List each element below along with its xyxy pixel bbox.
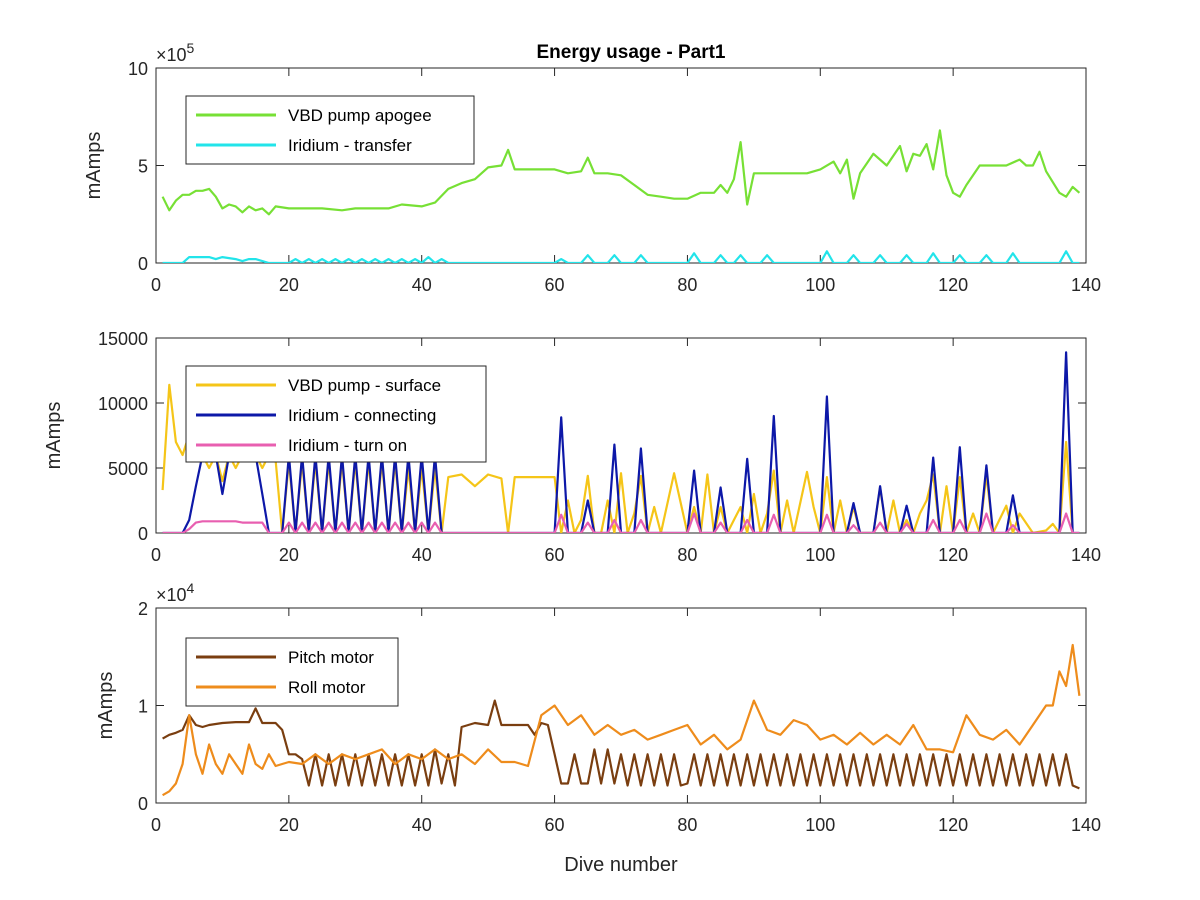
y-exponent-base: ×10 — [156, 45, 187, 65]
series-line-roll-motor — [162, 643, 1081, 797]
y-axis-label: mAmps — [43, 402, 65, 470]
y-exponent-label: ×105 — [156, 40, 195, 65]
legend-entry: Iridium - transfer — [288, 136, 412, 155]
y-exponent-label: ×104 — [156, 580, 195, 605]
x-tick-label: 140 — [1071, 545, 1101, 565]
x-tick-label: 0 — [151, 545, 161, 565]
series-line-iridium-connecting — [162, 351, 1080, 533]
series-line-vbd-pump-apogee — [161, 129, 1081, 216]
y-axis-label: mAmps — [83, 132, 105, 200]
x-tick-label: 100 — [805, 545, 835, 565]
y-tick-label: 0 — [138, 254, 148, 274]
legend: Pitch motor Roll motor — [185, 637, 399, 707]
y-tick-label: 10 — [128, 59, 148, 79]
x-tick-label: 0 — [151, 275, 161, 295]
legend-entry: VBD pump - surface — [288, 376, 441, 395]
y-tick-label: 0 — [138, 524, 148, 544]
legend-box — [185, 95, 475, 165]
x-tick-label: 60 — [545, 545, 565, 565]
legend: VBD pump - surface Iridium - connecting Ir… — [185, 365, 487, 463]
x-tick-label: 80 — [677, 545, 697, 565]
x-tick-label: 100 — [805, 815, 835, 835]
chart-title: Energy usage - Part1 — [536, 42, 725, 63]
x-tick-label: 20 — [279, 545, 299, 565]
x-tick-label: 120 — [938, 545, 968, 565]
x-axis-label: Dive number — [564, 854, 678, 876]
y-tick-label: 2 — [138, 599, 148, 619]
y-tick-label: 0 — [138, 794, 148, 814]
x-tick-label: 80 — [677, 815, 697, 835]
legend-entry: Iridium - connecting — [288, 406, 436, 425]
legend-box — [185, 637, 399, 707]
panel-2: 0 20 40 60 80 100 120 140 0 5000 10000 15000 mAmps VB… — [43, 329, 1101, 565]
y-exponent-base: ×10 — [156, 585, 187, 605]
x-tick-label: 40 — [412, 275, 432, 295]
x-tick-label: 120 — [938, 815, 968, 835]
series-line-iridium-turn-on — [162, 512, 1080, 533]
x-tick-label: 40 — [412, 545, 432, 565]
x-tick-label: 20 — [279, 275, 299, 295]
series-line-iridium-transfer — [162, 250, 1080, 263]
y-exponent-power: 5 — [187, 40, 195, 56]
y-exponent-power: 4 — [187, 580, 195, 596]
y-tick-label: 1 — [138, 697, 148, 717]
x-tick-label: 100 — [805, 275, 835, 295]
y-axis-label: mAmps — [95, 672, 117, 740]
series-line-pitch-motor — [162, 699, 1080, 790]
x-tick-label: 140 — [1071, 815, 1101, 835]
x-tick-label: 20 — [279, 815, 299, 835]
legend-entry: Roll motor — [288, 678, 366, 697]
x-tick-label: 60 — [545, 815, 565, 835]
legend-entry: VBD pump apogee — [288, 106, 432, 125]
x-tick-label: 80 — [677, 275, 697, 295]
x-tick-label: 60 — [545, 275, 565, 295]
y-tick-label: 5 — [138, 157, 148, 177]
panel-3: 0 20 40 60 80 100 120 140 0 1 2 ×104 mAmps Pitch moto… — [95, 580, 1101, 835]
y-tick-label: 5000 — [108, 459, 148, 479]
legend: VBD pump apogee Iridium - transfer — [185, 95, 475, 165]
x-tick-label: 0 — [151, 815, 161, 835]
x-tick-label: 120 — [938, 275, 968, 295]
x-tick-label: 140 — [1071, 275, 1101, 295]
legend-entry: Iridium - turn on — [288, 436, 407, 455]
y-tick-label: 10000 — [98, 394, 148, 414]
legend-entry: Pitch motor — [288, 648, 374, 667]
y-tick-label: 15000 — [98, 329, 148, 349]
x-tick-label: 40 — [412, 815, 432, 835]
